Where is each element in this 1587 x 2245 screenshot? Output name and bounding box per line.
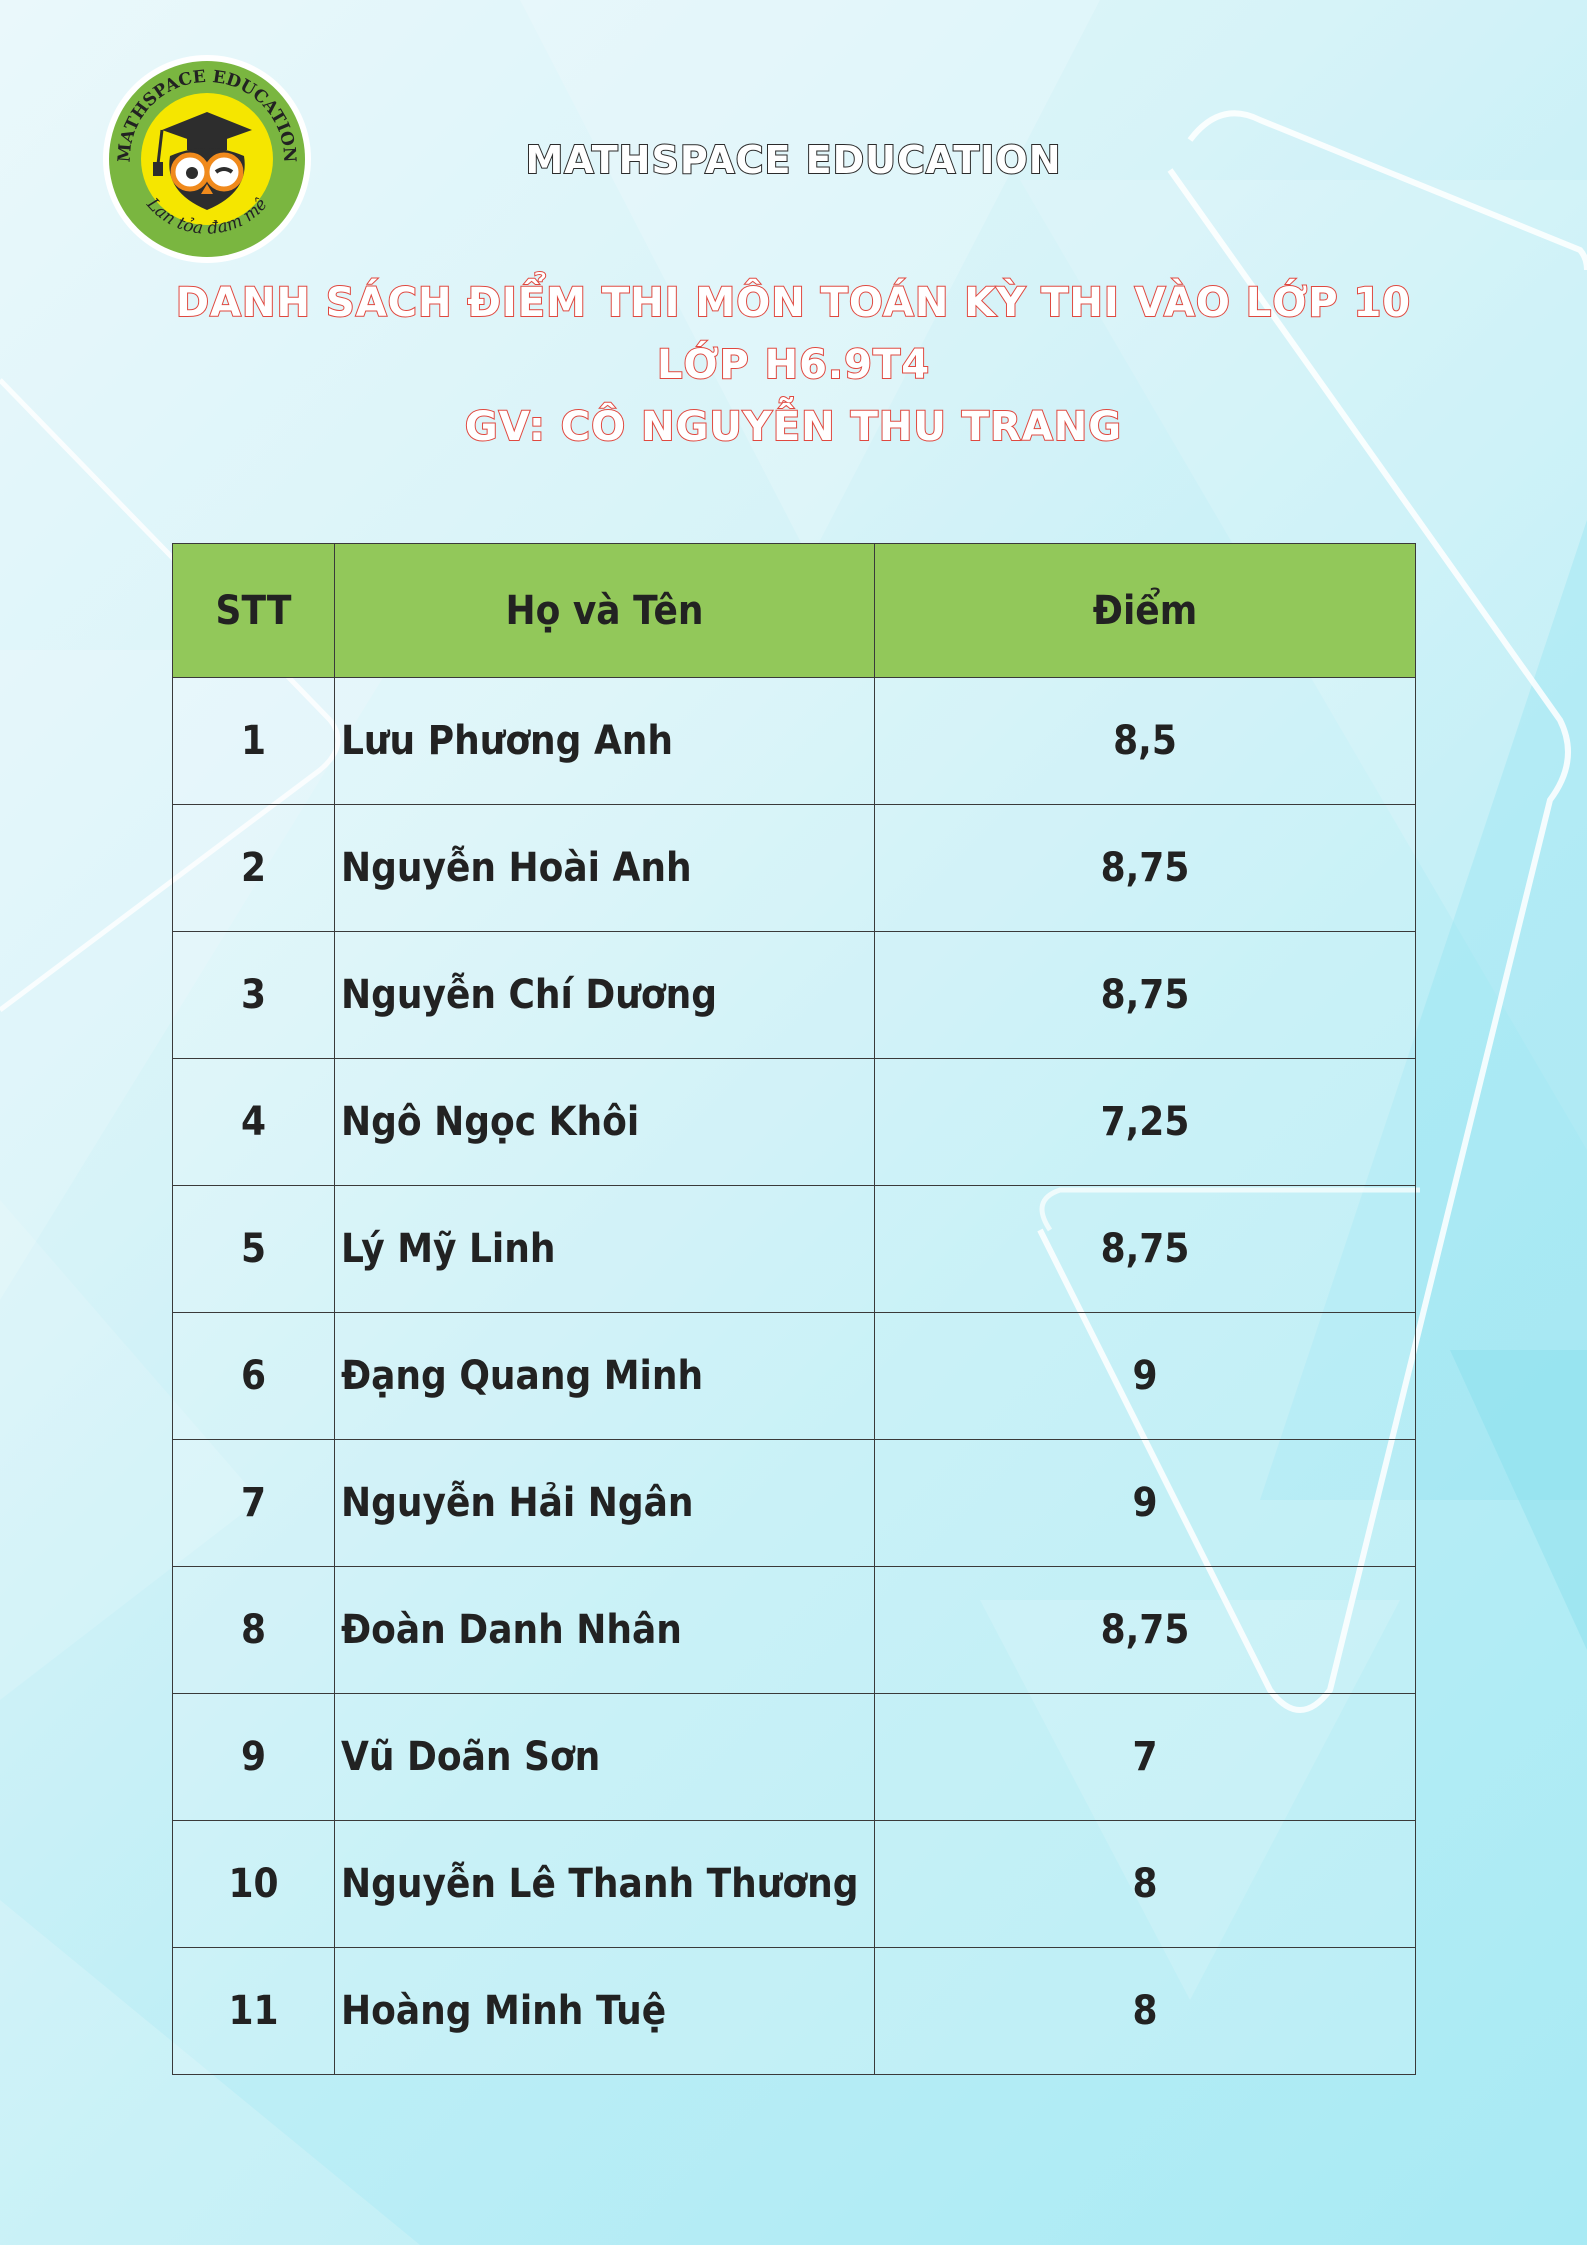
row-name: Nguyễn Chí Dương <box>334 931 875 1059</box>
mathspace-logo: MATHSPACE EDUCATION Lan tỏa đam mê <box>103 55 311 263</box>
row-stt: 2 <box>172 804 335 932</box>
row-name: Lưu Phương Anh <box>334 677 875 805</box>
row-name: Đoàn Danh Nhân <box>334 1566 875 1694</box>
header-stt: STT <box>172 543 335 678</box>
class-name: LỚP H6.9T4 <box>656 341 931 389</box>
row-stt: 11 <box>172 1947 335 2075</box>
table-header-row: STT Họ và Tên Điểm <box>172 543 1416 678</box>
row-score: 8,75 <box>874 1185 1416 1313</box>
row-score: 8,75 <box>874 804 1416 932</box>
row-score: 9 <box>874 1312 1416 1440</box>
row-score: 8,5 <box>874 677 1416 805</box>
row-score: 9 <box>874 1439 1416 1567</box>
header-score: Điểm <box>874 543 1416 678</box>
row-score: 7 <box>874 1693 1416 1821</box>
header-name: Họ và Tên <box>334 543 875 678</box>
table-row: 7 Nguyễn Hải Ngân 9 <box>172 1439 1416 1567</box>
row-name: Đạng Quang Minh <box>334 1312 875 1440</box>
row-stt: 5 <box>172 1185 335 1313</box>
row-stt: 9 <box>172 1693 335 1821</box>
teacher-name: GV: CÔ NGUYỄN THU TRANG <box>464 403 1123 451</box>
row-score: 8 <box>874 1820 1416 1948</box>
row-stt: 10 <box>172 1820 335 1948</box>
row-stt: 4 <box>172 1058 335 1186</box>
table-row: 1 Lưu Phương Anh 8,5 <box>172 677 1416 805</box>
row-name: Hoàng Minh Tuệ <box>334 1947 875 2075</box>
row-stt: 1 <box>172 677 335 805</box>
table-row: 5 Lý Mỹ Linh 8,75 <box>172 1185 1416 1313</box>
row-stt: 6 <box>172 1312 335 1440</box>
brand-name: MATHSPACE EDUCATION <box>524 137 1062 183</box>
row-score: 7,25 <box>874 1058 1416 1186</box>
table-row: 6 Đạng Quang Minh 9 <box>172 1312 1416 1440</box>
row-name: Nguyễn Hải Ngân <box>334 1439 875 1567</box>
document-title: DANH SÁCH ĐIỂM THI MÔN TOÁN KỲ THI VÀO L… <box>175 279 1412 327</box>
row-name: Ngô Ngọc Khôi <box>334 1058 875 1186</box>
row-stt: 7 <box>172 1439 335 1567</box>
row-name: Nguyễn Hoài Anh <box>334 804 875 932</box>
table-row: 9 Vũ Doãn Sơn 7 <box>172 1693 1416 1821</box>
row-score: 8,75 <box>874 1566 1416 1694</box>
table-row: 10 Nguyễn Lê Thanh Thương 8 <box>172 1820 1416 1948</box>
table-row: 4 Ngô Ngọc Khôi 7,25 <box>172 1058 1416 1186</box>
row-name: Lý Mỹ Linh <box>334 1185 875 1313</box>
row-name: Nguyễn Lê Thanh Thương <box>334 1820 875 1948</box>
row-stt: 3 <box>172 931 335 1059</box>
table-row: 2 Nguyễn Hoài Anh 8,75 <box>172 804 1416 932</box>
table-row: 3 Nguyễn Chí Dương 8,75 <box>172 931 1416 1059</box>
row-score: 8,75 <box>874 931 1416 1059</box>
table-row: 11 Hoàng Minh Tuệ 8 <box>172 1947 1416 2075</box>
row-name: Vũ Doãn Sơn <box>334 1693 875 1821</box>
row-score: 8 <box>874 1947 1416 2075</box>
row-stt: 8 <box>172 1566 335 1694</box>
table-row: 8 Đoàn Danh Nhân 8,75 <box>172 1566 1416 1694</box>
